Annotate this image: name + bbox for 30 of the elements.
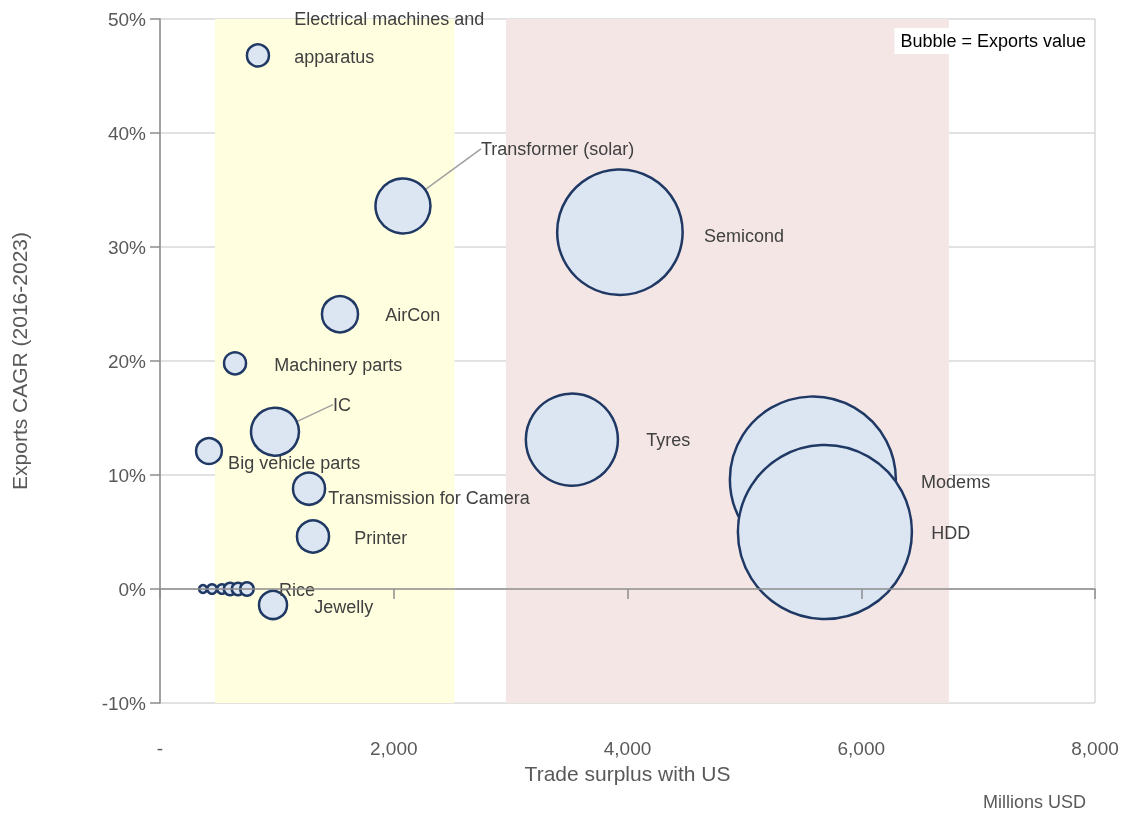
annotation: Bubble = Exports value bbox=[900, 31, 1087, 51]
x-tick-label: 4,000 bbox=[603, 738, 652, 759]
x-tick-label: 6,000 bbox=[837, 738, 886, 759]
y-axis-title: Exports CAGR (2016-2023) bbox=[8, 232, 31, 490]
series-label: Jewelly bbox=[314, 596, 374, 617]
series-label: Machinery parts bbox=[274, 355, 403, 376]
series-label: Semicond bbox=[703, 226, 784, 247]
series-label: Electrical machines and apparatus bbox=[294, 9, 490, 68]
y-tick-label: 50% bbox=[107, 8, 147, 30]
series-label: Tyres bbox=[646, 429, 691, 450]
x-axis-title: Trade surplus with US bbox=[524, 761, 731, 785]
y-tick-label: 30% bbox=[107, 236, 147, 258]
series-label: AirCon bbox=[385, 305, 441, 326]
text: Millions USD bbox=[982, 792, 1087, 812]
series-label: Modems bbox=[921, 471, 991, 492]
text: Transformer (solar) bbox=[480, 138, 635, 159]
series-label: HDD bbox=[931, 523, 971, 543]
y-tick-label: 20% bbox=[107, 350, 147, 372]
series-label: Rice bbox=[278, 580, 315, 600]
y-tick-label: 10% bbox=[107, 464, 147, 486]
series-label: Printer bbox=[354, 527, 408, 548]
series-label: Transmission for Camera bbox=[328, 487, 531, 508]
series-label: Big vehicle parts bbox=[228, 453, 361, 474]
y-tick-label: 0% bbox=[118, 578, 147, 600]
text: IC bbox=[333, 394, 352, 415]
y-tick-label: 40% bbox=[107, 122, 147, 144]
x-tick-label: - bbox=[156, 738, 164, 759]
y-tick-label: -10% bbox=[101, 692, 147, 714]
x-tick-label: 2,000 bbox=[369, 738, 418, 759]
x-tick-label: 8,000 bbox=[1071, 738, 1119, 759]
